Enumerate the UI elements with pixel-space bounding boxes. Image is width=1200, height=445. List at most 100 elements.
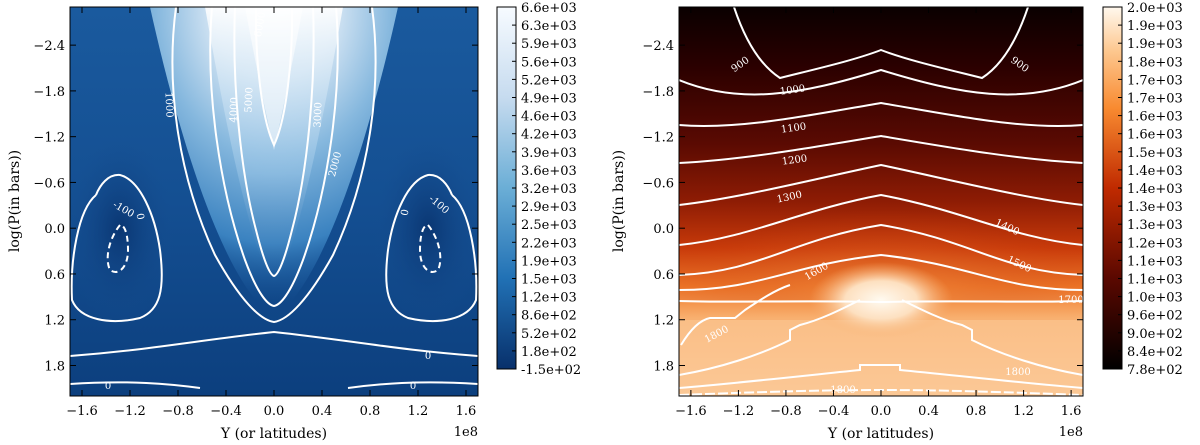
left-y-tick-label: 0.6 — [44, 268, 65, 283]
left-colorbar-tick-label: 4.9e+03 — [521, 92, 577, 107]
right-colorbar-tick-label: 1.3e+03 — [1127, 200, 1183, 215]
right-y-axis-label: log(P(in bars)) — [611, 150, 627, 252]
right-colorbar-tick-label: 7.8e+02 — [1127, 363, 1183, 378]
right-contour-label: 1800 — [830, 385, 855, 396]
left-x-tick-label: −0.4 — [210, 404, 242, 419]
right-x-tick-label: 0.0 — [871, 404, 892, 419]
right-y-tick-label: −0.6 — [642, 176, 674, 191]
left-x-tick-label: 0.0 — [264, 404, 285, 419]
right-y-tick-label: 1.8 — [653, 359, 674, 374]
left-colorbar-tick-label: 4.6e+03 — [521, 110, 577, 125]
right-x-tick-label: 0.8 — [966, 404, 987, 419]
right-x-tick-label: −1.2 — [723, 404, 755, 419]
right-contour-label: 1100 — [780, 121, 807, 135]
right-x-tick-label: 1.2 — [1013, 404, 1034, 419]
left-colorbar-tick-label: 3.9e+03 — [521, 146, 577, 161]
left-x-tick-label: 0.8 — [360, 404, 381, 419]
left-colorbar-tick-label: 2.5e+03 — [521, 218, 577, 233]
right-colorbar-tick-label: 1.1e+03 — [1127, 273, 1183, 288]
left-contour-label: 4000 — [229, 97, 241, 123]
right-colorbar-tick-label: 2.0e+03 — [1127, 1, 1183, 16]
right-colorbar-tick-label: 1.4e+03 — [1127, 164, 1183, 179]
right-x-tick-label: −0.4 — [818, 404, 850, 419]
left-colorbar-tick-label: 5.2e+03 — [521, 73, 577, 88]
left-colorbar-tick-label: 8.6e+02 — [521, 309, 577, 324]
left-contour-label: 3000 — [313, 102, 325, 128]
left-y-tick-label: −0.6 — [33, 176, 65, 191]
left-contour-label: 6000 — [253, 11, 268, 38]
right-colorbar-tick-label: 1.6e+03 — [1127, 110, 1183, 125]
right-axes: −1.6 −1.2 −0.8 −0.4 0.0 0.4 0.8 1.2 1.6 −2.4 −1.8 −… — [642, 7, 1083, 419]
left-colorbar-tick-label: 6.3e+03 — [521, 19, 577, 34]
right-contour-label: 1200 — [781, 153, 808, 167]
left-contour-lines — [70, 7, 478, 389]
right-colorbar-tick-label: 1.7e+03 — [1127, 92, 1183, 107]
right-contour-label: 1000 — [779, 83, 806, 97]
right-colorbar-tick-label: 1.5e+03 — [1127, 146, 1183, 161]
right-colorbar-tick-label: 1.0e+03 — [1127, 291, 1183, 306]
right-colorbar-tick-label: 1.1e+03 — [1127, 254, 1183, 269]
left-y-tick-label: −2.4 — [33, 39, 65, 54]
left-colorbar-tick-label: 5.6e+03 — [521, 55, 577, 70]
right-y-tick-label: −1.8 — [642, 85, 674, 100]
left-colorbar-tick-label: 2.9e+03 — [521, 200, 577, 215]
right-colorbar: 2.0e+03 1.9e+03 1.9e+03 1.8e+03 1.7e+03 1.7e+… — [1102, 1, 1183, 378]
right-colorbar-tick-label: 1.9e+03 — [1127, 37, 1183, 52]
left-x-offset-label: 1e8 — [454, 425, 478, 440]
right-y-tick-label: 0.6 — [653, 268, 674, 283]
right-x-tick-label: 0.4 — [918, 404, 939, 419]
left-colorbar-tick-label: 2.2e+03 — [521, 236, 577, 251]
left-y-tick-label: 0.0 — [44, 222, 65, 237]
left-colorbar-tick-label: 1.2e+03 — [521, 291, 577, 306]
left-contour-label: 5000 — [244, 87, 256, 113]
right-x-tick-label: −1.6 — [675, 404, 707, 419]
right-colorbar-ticks: 2.0e+03 1.9e+03 1.9e+03 1.8e+03 1.7e+03 1.7e+… — [1118, 1, 1183, 378]
right-colorbar-tick-label: 9.6e+02 — [1127, 309, 1183, 324]
left-colorbar-tick-label: 5.9e+03 — [521, 37, 577, 52]
right-contour-label: 1700 — [1058, 295, 1083, 306]
left-contour-label: 0 — [105, 381, 111, 392]
left-chart: 1000 4000 5000 6000 3000 2000 -100 0 0 -… — [7, 1, 581, 442]
left-colorbar-tick-label: 1.9e+03 — [521, 254, 577, 269]
left-contour-label: 0 — [425, 351, 431, 362]
left-x-axis-label: Y (or latitudes) — [220, 426, 327, 441]
left-x-tick-label: 1.2 — [408, 404, 429, 419]
right-y-tick-label: 1.2 — [653, 314, 674, 329]
left-y-tick-label: 1.2 — [44, 314, 65, 329]
left-x-tick-label: 1.6 — [456, 404, 477, 419]
right-x-tick-label: −0.8 — [770, 404, 802, 419]
right-x-offset-label: 1e8 — [1059, 425, 1083, 440]
left-colorbar-ticks: 6.6e+03 6.3e+03 5.9e+03 5.6e+03 5.2e+03 4.9e+… — [512, 1, 581, 378]
right-colorbar-tick-label: 1.8e+03 — [1127, 55, 1183, 70]
right-colorbar-tick-label: 1.2e+03 — [1127, 236, 1183, 251]
right-contour-label: 1800 — [1005, 367, 1030, 378]
left-colorbar-tick-label: 3.2e+03 — [521, 182, 577, 197]
right-y-tick-label: 0.0 — [653, 222, 674, 237]
right-x-tick-label: 1.6 — [1061, 404, 1082, 419]
right-chart: 900 900 1000 1100 1200 1300 1400 1500 16… — [611, 1, 1183, 442]
right-colorbar-tick-label: 8.4e+02 — [1127, 345, 1183, 360]
left-y-axis-label: log(P(in bars)) — [7, 150, 23, 252]
right-colorbar-tick-label: 1.9e+03 — [1127, 19, 1183, 34]
right-y-tick-label: −1.2 — [642, 131, 674, 146]
left-x-tick-label: −1.6 — [66, 404, 98, 419]
left-contour-label: 0 — [400, 208, 412, 216]
left-contour-label: 0 — [133, 212, 145, 220]
right-heatmap-field: 900 900 1000 1100 1200 1300 1400 1500 16… — [679, 7, 1083, 396]
left-y-tick-label: −1.8 — [33, 85, 65, 100]
left-heatmap-field: 1000 4000 5000 6000 3000 2000 -100 0 0 -… — [70, 7, 478, 396]
right-colorbar-tick-label: 1.3e+03 — [1127, 218, 1183, 233]
left-x-tick-label: −1.2 — [114, 404, 146, 419]
left-colorbar-tick-label: 4.2e+03 — [521, 128, 577, 143]
left-colorbar-tick-label: 6.6e+03 — [521, 1, 577, 16]
right-colorbar-tick-label: 9.0e+02 — [1127, 327, 1183, 342]
right-contour-lines — [679, 7, 1083, 396]
left-contour-label: 1000 — [163, 92, 175, 118]
right-colorbar-tick-label: 1.7e+03 — [1127, 73, 1183, 88]
right-x-axis-label: Y (or latitudes) — [827, 426, 934, 441]
left-y-tick-label: −1.2 — [33, 131, 65, 146]
left-colorbar-tick-label: -1.5e+02 — [521, 363, 581, 378]
left-colorbar-tick-label: 5.2e+02 — [521, 327, 577, 342]
